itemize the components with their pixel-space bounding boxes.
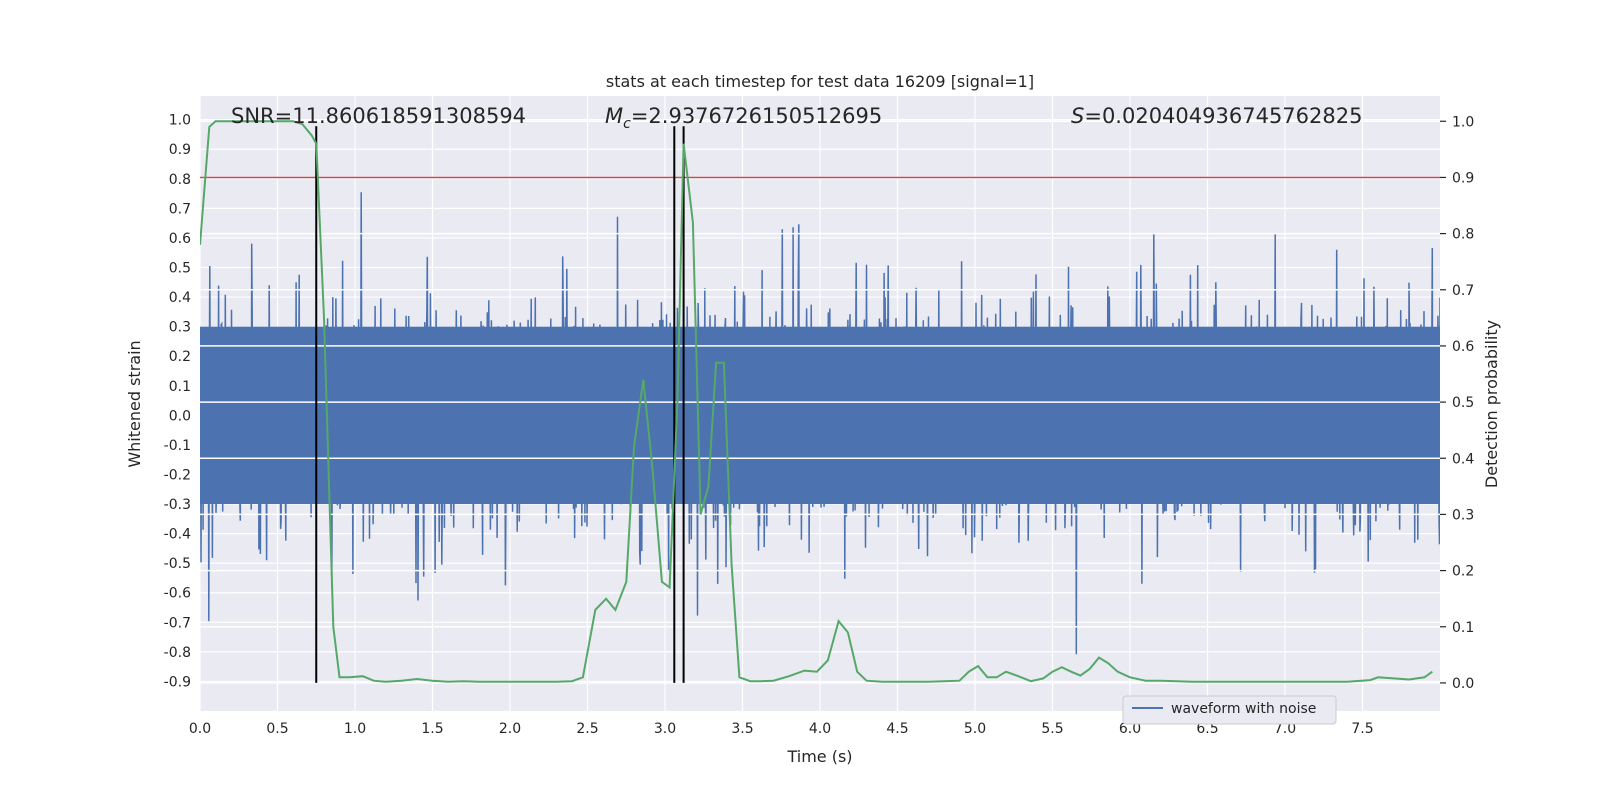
x-tick-label: 3.0 (654, 721, 676, 737)
snr-annotation: SNR=11.860618591308594 (231, 104, 526, 128)
detection-probability-line (200, 120, 1433, 683)
x-tick-label: 5.5 (1041, 721, 1063, 737)
y-right-tick-label: 0.2 (1452, 564, 1474, 580)
x-tick-label: 6.0 (1119, 721, 1141, 737)
x-tick-label: 7.5 (1351, 721, 1373, 737)
x-tick-label: 7.0 (1274, 721, 1296, 737)
y-left-tick-label: 0.8 (169, 172, 191, 188)
legend-box (1122, 695, 1337, 725)
y-right-tick-label: 0.9 (1452, 170, 1474, 186)
y-right-tick-label: 0.6 (1452, 339, 1474, 355)
y-left-axis-ticks: 1.0 0.9 0.8 0.7 0.6 0.5 0.4 0.3 0.2 0.1 0.0 -0.1 -0.… (164, 113, 191, 691)
y-right-tick-label: 0.7 (1452, 283, 1474, 299)
x-tick-label: 1.5 (421, 721, 443, 737)
y-left-tick-label: -0.5 (164, 556, 191, 572)
chirp-mass-symbol: M (605, 104, 623, 128)
x-tick-label: 6.5 (1196, 721, 1218, 737)
chirp-mass-subscript: c (623, 116, 631, 132)
y-left-tick-label: -0.7 (164, 615, 191, 631)
y-left-tick-label: 0.5 (169, 260, 191, 276)
x-tick-label: 1.0 (344, 721, 366, 737)
y-left-tick-label: -0.2 (164, 467, 191, 483)
y-left-tick-label: -0.8 (164, 645, 191, 661)
x-tick-label: 2.5 (576, 721, 598, 737)
s-symbol: S (1071, 104, 1084, 128)
y-left-tick-label: -0.4 (164, 527, 191, 543)
y-left-tick-label: -0.1 (164, 438, 191, 454)
y-left-tick-label: -0.9 (164, 674, 191, 690)
x-tick-label: 5.0 (964, 721, 986, 737)
legend: waveform with noise (1122, 695, 1337, 725)
s-value: =0.020404936745762825 (1084, 104, 1362, 128)
x-tick-label: 2.0 (499, 721, 521, 737)
y-right-axis-ticks: 1.0 0.9 0.8 0.7 0.6 0.5 0.4 0.3 0.2 0.1 0.0 (1440, 114, 1474, 692)
y-right-tick-label: 0.4 (1452, 451, 1474, 467)
x-axis-ticks: 0.0 0.5 1.0 1.5 2.0 2.5 3.0 3.5 4.0 4.5 5.0 5.5 6.0 6… (189, 721, 1374, 737)
chart-title: stats at each timestep for test data 162… (606, 72, 1034, 91)
x-tick-label: 4.0 (809, 721, 831, 737)
x-tick-label: 0.5 (266, 721, 288, 737)
y-left-tick-label: -0.6 (164, 586, 191, 602)
y-left-tick-label: 0.0 (169, 408, 191, 424)
legend-entry: waveform with noise (1171, 701, 1316, 717)
y-right-tick-label: 0.8 (1452, 227, 1474, 243)
y-right-tick-label: 0.5 (1452, 395, 1474, 411)
y-left-tick-label: 0.3 (169, 320, 191, 336)
waveform-series (200, 192, 1440, 655)
x-tick-label: 0.0 (189, 721, 211, 737)
y-left-tick-label: 0.6 (169, 231, 191, 247)
y-right-tick-label: 1.0 (1452, 114, 1474, 130)
y-left-tick-label: 0.7 (169, 201, 191, 217)
y-right-tick-label: 0.0 (1452, 676, 1474, 692)
overlays (200, 120, 1440, 683)
x-axis-label: Time (s) (786, 747, 852, 766)
x-tick-label: 3.5 (731, 721, 753, 737)
chirp-mass-annotation: Mc=2.9376726150512695 (605, 104, 882, 132)
y-left-axis-label: Whitened strain (125, 340, 144, 467)
y-left-tick-label: 0.1 (169, 379, 191, 395)
y-left-tick-label: 0.2 (169, 349, 191, 365)
y-left-tick-label: -0.3 (164, 497, 191, 513)
x-tick-label: 4.5 (886, 721, 908, 737)
y-left-tick-label: 0.9 (169, 142, 191, 158)
s-annotation: S=0.020404936745762825 (1071, 104, 1362, 128)
y-right-axis-label: Detection probability (1482, 320, 1501, 488)
y-right-tick-label: 0.1 (1452, 620, 1474, 636)
chirp-mass-value: =2.9376726150512695 (631, 104, 882, 128)
y-left-tick-label: 0.4 (169, 290, 191, 306)
y-left-tick-label: 1.0 (169, 113, 191, 129)
y-right-tick-label: 0.3 (1452, 507, 1474, 523)
